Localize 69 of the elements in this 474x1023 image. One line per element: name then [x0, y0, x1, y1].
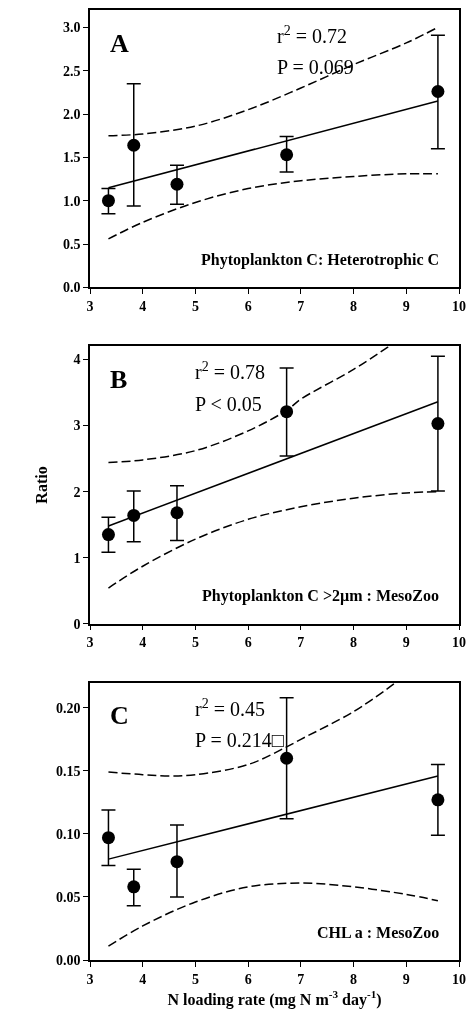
y-tick-label: 0.10	[55, 826, 81, 842]
x-axis-title: N loading rate (mg N m$^{-3}$ day$^{-1}$)	[167, 988, 382, 1009]
annotation: CHL a : MesoZoo	[317, 924, 440, 941]
point	[127, 138, 141, 152]
x-tick-label: 8	[350, 971, 358, 987]
y-tick-label: 0.05	[55, 889, 81, 905]
x-tick-label: 3	[86, 971, 94, 987]
annotation: B	[110, 365, 128, 394]
x-tick-label: 8	[350, 298, 358, 314]
x-tick-label: 4	[139, 635, 147, 651]
point	[101, 528, 115, 542]
annotation: P = 0.069	[277, 56, 354, 78]
y-tick-label: 3	[73, 418, 81, 434]
x-tick-label: 9	[402, 635, 410, 651]
annotation: Phytoplankton C: Heterotrophic C	[201, 251, 440, 269]
x-tick-label: 6	[244, 298, 252, 314]
y-tick-label: 0.00	[55, 952, 81, 968]
point	[127, 880, 141, 894]
y-tick-label: 0.20	[55, 700, 81, 716]
x-tick-label: 3	[86, 298, 94, 314]
x-tick-label: 4	[139, 298, 147, 314]
x-tick-label: 6	[244, 635, 252, 651]
y-tick-label: 2	[73, 484, 81, 500]
point	[101, 194, 115, 208]
y-axis-title: Ratio	[32, 466, 50, 504]
point	[101, 831, 115, 845]
annotation: r$^{2}$ = 0.72	[277, 23, 347, 48]
point	[280, 148, 294, 162]
x-tick-label: 8	[350, 635, 358, 651]
x-tick-label: 10	[452, 635, 466, 651]
y-tick-label: 1.5	[62, 150, 81, 166]
x-tick-label: 7	[297, 298, 305, 314]
x-tick-label: 9	[402, 971, 410, 987]
x-tick-label: 7	[297, 971, 305, 987]
point	[431, 417, 445, 431]
x-tick-label: 10	[452, 298, 466, 314]
point	[280, 751, 294, 765]
x-tick-label: 5	[191, 971, 199, 987]
x-tick-label: 3	[86, 635, 94, 651]
y-tick-label: 1.0	[62, 193, 81, 209]
annotation: A	[110, 29, 129, 58]
point	[431, 793, 445, 807]
x-tick-label: 6	[244, 971, 252, 987]
annotation: P = 0.214□	[195, 729, 284, 751]
x-tick-label: 9	[402, 298, 410, 314]
y-tick-label: 0.15	[55, 763, 81, 779]
point	[170, 177, 184, 191]
x-tick-label: 4	[139, 971, 147, 987]
y-tick-label: 2.0	[62, 106, 81, 122]
y-tick-label: 0.0	[62, 280, 81, 296]
x-tick-label: 5	[191, 298, 199, 314]
point	[170, 506, 184, 520]
y-tick-label: 1	[73, 550, 81, 566]
annotation: C	[110, 701, 129, 730]
annotation: P < 0.05	[195, 393, 262, 415]
y-tick-label: 0.5	[62, 236, 81, 252]
x-tick-label: 7	[297, 635, 305, 651]
point	[170, 855, 184, 869]
x-tick-label: 10	[452, 971, 466, 987]
y-tick-label: 4	[73, 352, 81, 368]
line-series	[107, 882, 439, 947]
x-tick-label: 5	[191, 635, 199, 651]
annotation: r$^{2}$ = 0.45	[195, 696, 265, 721]
y-tick-label: 2.5	[62, 63, 81, 79]
y-tick-label: 0	[73, 616, 81, 632]
point	[431, 84, 445, 98]
annotation: r$^{2}$ = 0.78	[195, 359, 265, 384]
annotation: Phytoplankton C >2µm : MesoZoo	[202, 587, 440, 605]
y-tick-label: 3.0	[62, 20, 81, 36]
